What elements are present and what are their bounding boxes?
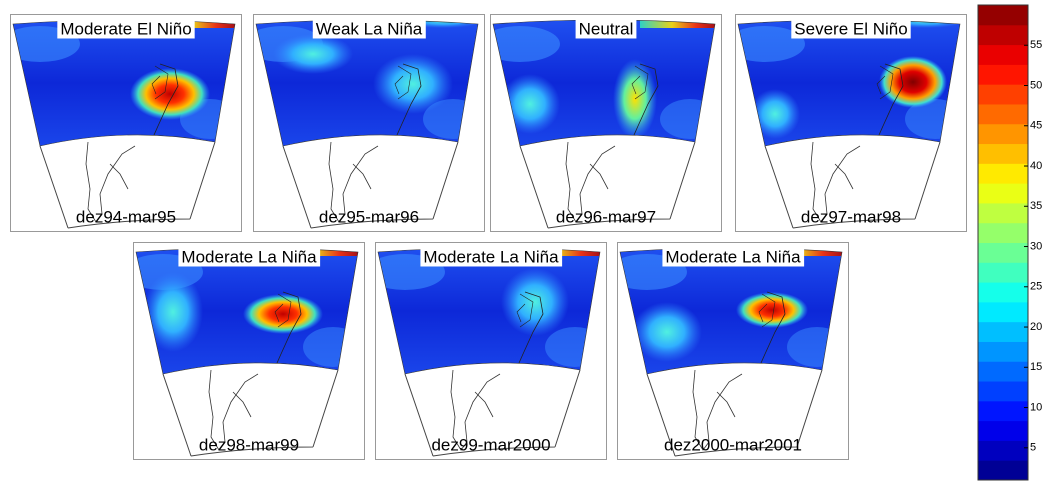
figure: Moderate El Niño dez94-mar95 Weak La Niña d… [0,0,1042,482]
panel-period: dez95-mar96 [319,207,419,226]
panel-period: dez98-mar99 [199,435,299,454]
page: {"panels": [ {"title": "Moderate El Niño… [0,0,1042,482]
colorbar-tick-label: 25 [1030,281,1042,293]
colorbar-band [978,144,1028,164]
colorbar-band [978,262,1028,282]
panel-title: Severe El Niño [794,19,907,38]
rain-spot [736,292,808,328]
colorbar-tick-label: 20 [1030,321,1042,333]
colorbar-band [978,64,1028,84]
colorbar-tick-label: 35 [1030,200,1042,212]
colorbar-tick-label: 40 [1030,160,1042,172]
panel-title: Moderate La Niña [181,247,317,266]
panel-title: Neutral [579,19,634,38]
map-panel: Moderate La Niña dez98-mar99 [123,242,365,460]
colorbar-tick-label: 10 [1030,401,1042,413]
colorbar-band [978,302,1028,322]
colorbar-band [978,124,1028,144]
map-panel: Weak La Niña dez95-mar96 [243,14,485,232]
panel-title: Weak La Niña [316,19,423,38]
panel-period: dez94-mar95 [76,207,176,226]
map-panel: Neutral dez96-mar97 [480,14,722,232]
colorbar-band [978,341,1028,361]
colorbar-band [978,104,1028,124]
colorbar-band [978,45,1028,65]
rain-spot [501,268,569,336]
map-panel: Severe El Niño dez97-mar98 [725,14,967,232]
colorbar-band [978,361,1028,381]
rain-spot [273,34,353,74]
colorbar-band [978,322,1028,342]
map-panel: Moderate La Niña dez99-mar2000 [365,242,607,460]
colorbar-tick-label: 15 [1030,361,1042,373]
colorbar-band [978,25,1028,45]
colorbar-tick-label: 5 [1030,442,1036,454]
colorbar-band [978,282,1028,302]
panel-period: dez99-mar2000 [431,435,550,454]
colorbar-band [978,460,1028,480]
colorbar-band [978,381,1028,401]
panel-title: Moderate La Niña [665,247,801,266]
colorbar-tick-label: 45 [1030,120,1042,132]
rain-spot [243,294,323,334]
colorbar-band [978,223,1028,243]
colorbar-band [978,440,1028,460]
rain-spot [373,54,453,114]
panel-title: Moderate La Niña [423,247,559,266]
colorbar-band [978,243,1028,263]
panel-period: dez2000-mar2001 [664,435,802,454]
map-panel: Moderate El Niño dez94-mar95 [0,14,242,232]
colorbar-band [978,183,1028,203]
map-panel: Moderate La Niña dez2000-mar2001 [607,242,849,460]
colorbar-band [978,203,1028,223]
panel-title: Moderate El Niño [60,19,191,38]
colorbar-band [978,163,1028,183]
colorbar-tick-label: 55 [1030,39,1042,51]
colorbar-tick-label: 30 [1030,240,1042,252]
colorbar-band [978,84,1028,104]
colorbar-band [978,401,1028,421]
colorbar-band [978,5,1028,25]
colorbar-band [978,421,1028,441]
panel-period: dez96-mar97 [556,207,656,226]
rain-spot [130,68,210,120]
rain-spot [879,56,947,108]
colorbar-tick-label: 50 [1030,79,1042,91]
panel-period: dez97-mar98 [801,207,901,226]
